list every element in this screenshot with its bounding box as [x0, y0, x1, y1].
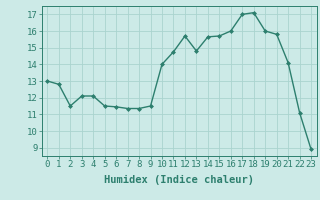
- X-axis label: Humidex (Indice chaleur): Humidex (Indice chaleur): [104, 175, 254, 185]
